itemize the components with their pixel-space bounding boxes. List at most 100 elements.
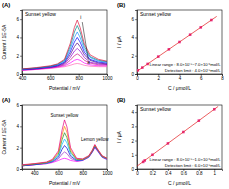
tick-mark: [135, 37, 137, 38]
tick-label: 0.2: [150, 171, 157, 176]
tick: 0: [131, 167, 137, 172]
tick: 0.4: [165, 169, 172, 176]
tick-mark: [20, 74, 22, 75]
tick-mark: [20, 105, 22, 106]
tick-label: 1: [214, 171, 217, 176]
tick: 400: [31, 169, 39, 176]
tick: 1: [214, 169, 217, 176]
annotation: Linear range : 8.0×10⁻⁸~7.0×10⁻⁶mol/L: [149, 62, 221, 67]
tick-label: 4: [16, 35, 19, 40]
series-line: [22, 37, 107, 69]
tick: 0: [136, 74, 139, 81]
tick: 800: [75, 74, 83, 81]
series-line: [22, 139, 107, 165]
tick: 800: [79, 169, 87, 176]
tick-label: 800: [75, 76, 83, 81]
tick: 6: [200, 74, 203, 81]
plot-frame: [137, 105, 222, 169]
tick-mark: [135, 169, 137, 170]
tick: 8: [221, 74, 224, 81]
tick-mark: [20, 126, 22, 127]
tick-label: 800: [79, 171, 87, 176]
axis-line: [20, 11, 23, 75]
tick: 1: [131, 153, 137, 158]
tick: 2: [16, 146, 22, 151]
tick-label: 2: [16, 54, 19, 59]
tick: 2: [131, 138, 137, 143]
tick-mark: [135, 19, 137, 20]
y-axis-title: I / μA: [116, 35, 122, 47]
tick-mark: [20, 56, 22, 57]
x-axis-title: Potential / mV: [49, 180, 81, 186]
tick-mark: [135, 56, 137, 57]
tick: 2: [131, 54, 137, 59]
tick-label: 6: [200, 76, 203, 81]
tick: 0: [16, 72, 22, 77]
title: Sunset yellow: [140, 11, 171, 17]
y-axis: 0246: [131, 11, 137, 77]
tick: 0: [131, 72, 137, 77]
peak-label: Lemon yellow: [81, 137, 109, 142]
tick-label: 6: [16, 17, 19, 22]
tick-label: 0.8: [196, 171, 203, 176]
x-axis: 400 600 800 1000: [23, 169, 114, 176]
tick: 4: [16, 35, 22, 40]
tick: 4: [131, 110, 137, 115]
tick-label: 0: [16, 167, 19, 172]
tick-label: 2: [157, 76, 160, 81]
tick: 2: [157, 74, 160, 81]
x-axis-title: Potential / mV: [49, 85, 81, 91]
tick-mark: [135, 126, 137, 127]
tick: 1000: [102, 74, 113, 81]
tick-label: 0: [131, 167, 134, 172]
tick: 0: [136, 169, 139, 176]
tick-label: 2: [131, 54, 134, 59]
tick-mark: [20, 148, 22, 149]
y-axis: 01234: [131, 106, 137, 172]
tick-label: 0: [136, 171, 139, 176]
tick-mark: [20, 169, 22, 170]
tick-label: 0: [16, 72, 19, 77]
tick: 0.2: [150, 169, 157, 176]
curve-label: a: [87, 60, 90, 65]
tick: 0.6: [181, 169, 188, 176]
y-axis: 0246: [16, 103, 22, 172]
plot-frame: [137, 10, 222, 74]
tick-label: 0.6: [181, 171, 188, 176]
annotation: Detection limit : 6.0×10⁻⁸mol/L: [165, 163, 221, 168]
axis-line: [135, 106, 138, 170]
tick-label: 600: [47, 76, 55, 81]
peak-label: Sunset yellow: [51, 113, 80, 118]
tick: 600: [47, 74, 55, 81]
x-axis: 0 2 4 6 8: [136, 74, 224, 81]
tick-label: 6: [131, 17, 134, 22]
tick: 2: [16, 54, 22, 59]
panel-label: (B): [117, 97, 125, 103]
series-line: [22, 32, 107, 69]
title: Sunset yellow: [140, 106, 171, 112]
series-line: [22, 148, 107, 166]
tick-label: 2: [16, 146, 19, 151]
y-axis-title: Current / 1E-5A: [1, 24, 7, 59]
tick-label: 4: [131, 110, 134, 115]
series-line: [22, 147, 107, 166]
tick-mark: [135, 141, 137, 142]
annotation: Linear range : 8.0×10⁻⁸~1.0×10⁻⁶mol/L: [149, 157, 221, 162]
tick-mark: [135, 155, 137, 156]
plot-area: [22, 120, 107, 166]
x-axis-title: C / μmol/L: [168, 85, 191, 91]
tick-label: 1: [131, 153, 134, 158]
panel-label: (B): [117, 2, 125, 8]
curve-label: i: [80, 15, 81, 20]
tick: 4: [179, 74, 182, 81]
panel-label: (A): [2, 97, 10, 103]
tick-mark: [20, 19, 22, 20]
y-axis-title: I / μA: [116, 130, 122, 142]
tick-mark: [135, 74, 137, 75]
tick-label: 8: [221, 76, 224, 81]
tick: 600: [55, 169, 63, 176]
x-axis: 0 0.2 0.4 0.6 0.8 1: [136, 169, 222, 176]
series-line: [22, 20, 107, 69]
panel: 0 2 4 6 80 2 4 6 (B) Sunset yellow C / μmol/L I / μ…: [116, 2, 224, 91]
tick: 1000: [102, 169, 113, 176]
